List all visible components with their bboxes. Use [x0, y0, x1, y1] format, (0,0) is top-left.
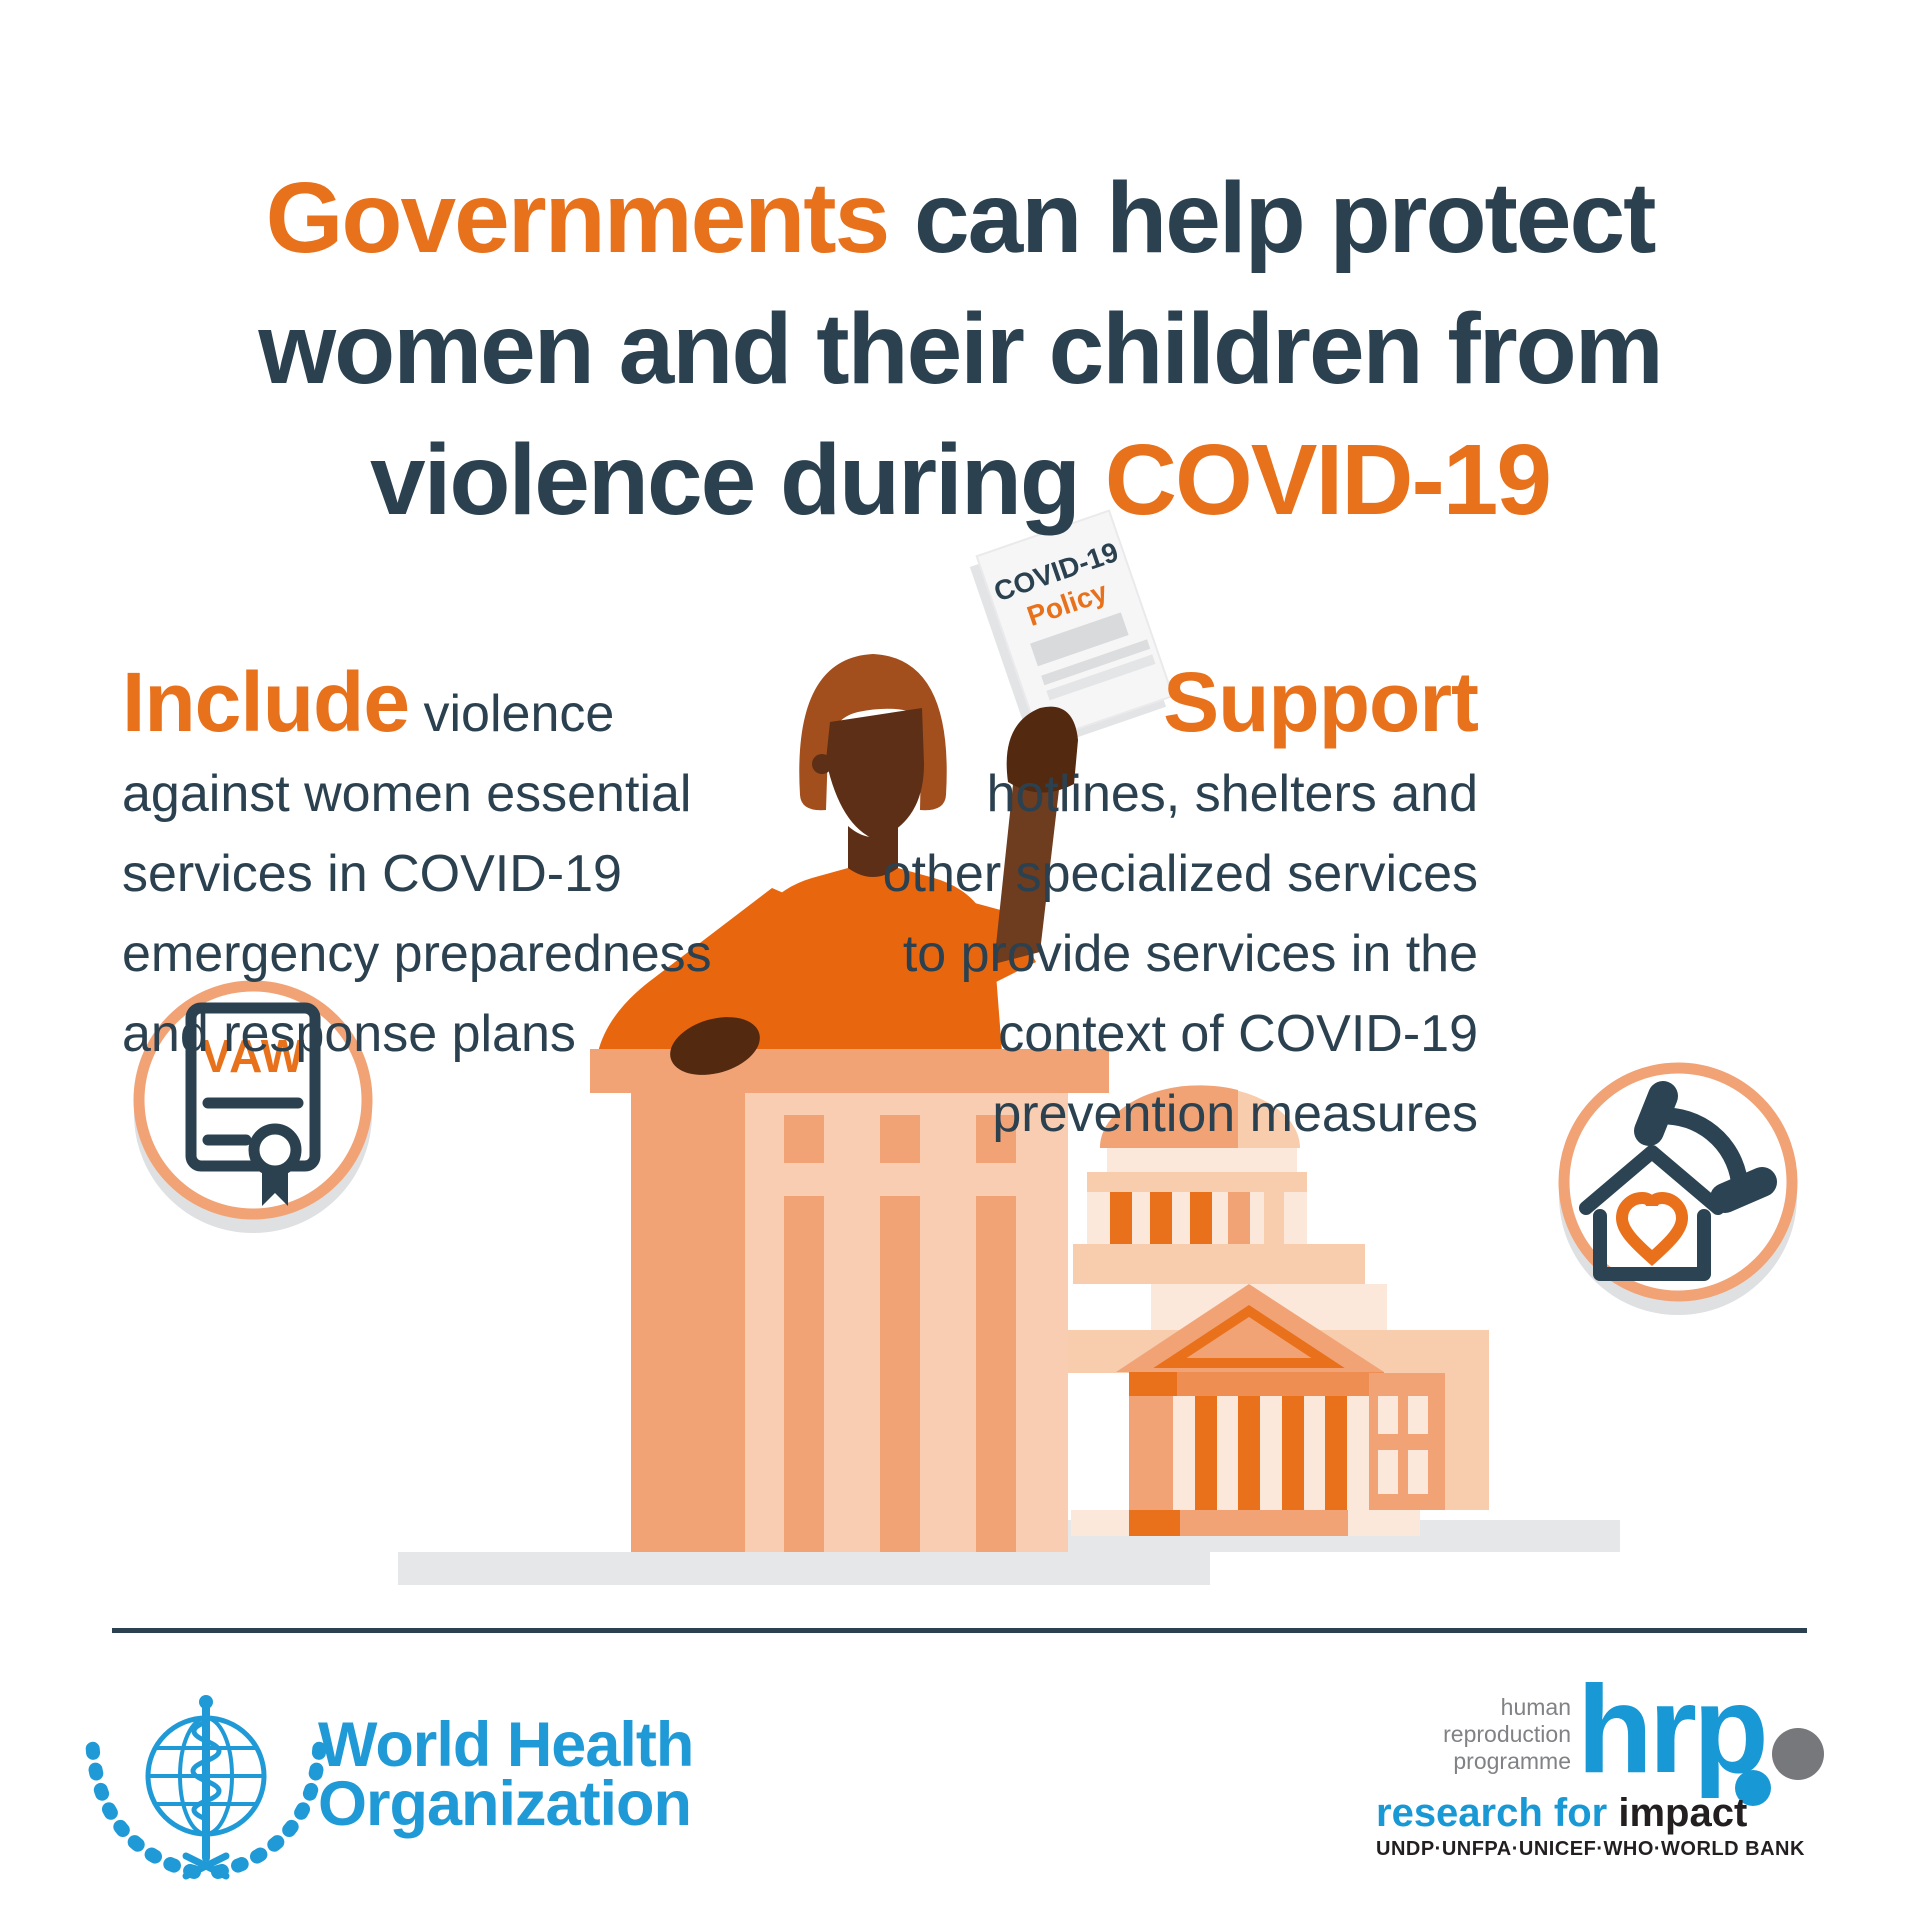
hrp-tagline-accent: research for [1376, 1791, 1619, 1835]
who-wordmark: World Health Organization [318, 1714, 694, 1836]
include-line: against women essential [122, 765, 692, 823]
hrp-org-line: programme [1453, 1748, 1571, 1774]
vaw-label: VAW [201, 1030, 305, 1082]
include-text-block: Include violence against women essential s… [122, 660, 802, 1074]
page-title: Governments can help protect women and th… [0, 153, 1920, 546]
government-building-illustration [1060, 1085, 1620, 1552]
who-emblem-icon [85, 1695, 327, 1880]
resting-hand [670, 1017, 760, 1075]
vaw-certificate-icon: VAW [133, 980, 373, 1233]
hrp-tagline: research for impact [1376, 1793, 1747, 1833]
title-line3: violence during [369, 424, 1105, 536]
support-line: other specialized services [882, 845, 1478, 903]
hrp-org-line: reproduction [1443, 1721, 1571, 1747]
who-line1: World Health [318, 1710, 694, 1780]
title-accent-governments: Governments [265, 162, 891, 274]
hrp-blue-dot [1735, 1770, 1771, 1806]
support-line: hotlines, shelters and [986, 765, 1478, 823]
support-text-block: Support hotlines, shelters and other speci… [758, 660, 1479, 1154]
phone-icon [1634, 1081, 1777, 1213]
shelter-hotline-icon [1558, 1062, 1798, 1315]
heart-icon [1615, 1191, 1689, 1267]
who-line2: Organization [318, 1769, 692, 1839]
hair [799, 654, 947, 811]
hrp-programme-text: human reproduction programme [1443, 1694, 1571, 1775]
include-line: emergency preparedness [122, 925, 712, 983]
include-line: violence [423, 685, 615, 743]
title-rest-line1: can help protect [888, 162, 1656, 274]
hrp-gray-dot [1772, 1728, 1824, 1780]
hrp-partners-line: UNDP·UNFPA·UNICEF·WHO·WORLD BANK [1376, 1838, 1805, 1860]
house-icon [1579, 1145, 1725, 1281]
include-line: services in COVID-19 [122, 845, 622, 903]
podium-floor-strip [398, 1552, 1210, 1585]
hrp-logotype: hrp [1577, 1661, 1769, 1799]
footer-divider [112, 1628, 1807, 1633]
support-line: to provide services in the [902, 925, 1478, 983]
raised-hand [1006, 706, 1078, 793]
covid-policy-paper: COVID-19 Policy [969, 509, 1175, 753]
hrp-tagline-rest: impact [1618, 1791, 1748, 1835]
include-line: and response plans [122, 1005, 576, 1063]
hrp-org-line: human [1500, 1694, 1571, 1720]
title-line2: women and their children from [258, 293, 1663, 405]
podium-illustration [398, 1017, 1210, 1585]
support-line: prevention measures [992, 1085, 1478, 1143]
include-heading: Include [122, 655, 410, 749]
support-line: context of COVID-19 [998, 1005, 1478, 1063]
support-heading: Support [1163, 655, 1479, 749]
title-accent-covid: COVID-19 [1104, 424, 1552, 536]
woman-speaker-illustration [598, 654, 1062, 1054]
